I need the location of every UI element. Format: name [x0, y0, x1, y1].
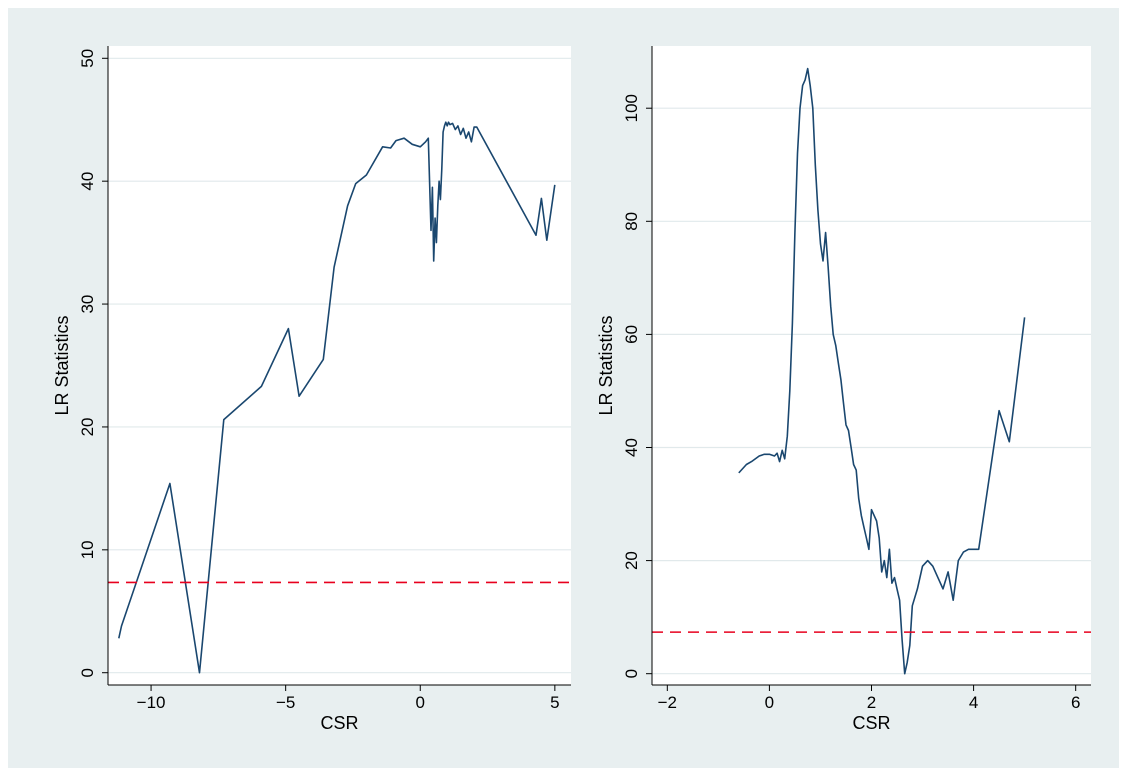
chart2-x-tick-label-4: 6	[1071, 693, 1080, 712]
chart1-x-axis-title: CSR	[320, 713, 358, 733]
chart1-y-tick-label-3: 30	[78, 295, 97, 314]
chart1-y-tick-label-1: 10	[78, 540, 97, 559]
chart1-y-tick-label-0: 0	[78, 668, 97, 677]
chart2-x-tick-label-2: 2	[867, 693, 876, 712]
chart1-x-tick-label-1: −5	[276, 693, 295, 712]
chart2-x-tick-label-0: −2	[658, 693, 677, 712]
chart1-lr-series-line	[118, 121, 556, 674]
chart2-x-tick-label-3: 4	[969, 693, 978, 712]
chart2-lr-series-line	[738, 67, 1026, 675]
chart2-y-tick-label-2: 40	[622, 438, 641, 457]
chart1-y-tick-label-4: 40	[78, 172, 97, 191]
chart2-y-tick-label-3: 60	[622, 325, 641, 344]
chart2-panel: 0 20 40 60 80 100 −2 0 2 4 6 CSR LR Statistics	[596, 46, 1091, 733]
chart1-y-tick-label-5: 50	[78, 49, 97, 68]
chart2-x-tick-label-1: 0	[765, 693, 774, 712]
chart2-x-axis-title: CSR	[852, 713, 890, 733]
chart1-panel: 0 10 20 30 40 50 −10 −5 0 5 CSR LR Statistics	[52, 46, 571, 733]
chart2-y-tick-label-0: 0	[622, 669, 641, 678]
chart2-plot-area	[652, 46, 1091, 685]
figure-background: 0 10 20 30 40 50 −10 −5 0 5 CSR LR Statistics 0 20 40 6…	[8, 8, 1119, 768]
chart1-x-tick-label-0: −10	[137, 693, 166, 712]
chart1-y-tick-label-2: 20	[78, 417, 97, 436]
chart2-y-tick-label-1: 20	[622, 551, 641, 570]
chart1-x-tick-label-2: 0	[416, 693, 425, 712]
chart2-y-axis-title: LR Statistics	[596, 315, 616, 415]
chart1-y-axis-title: LR Statistics	[52, 315, 72, 415]
chart2-y-tick-label-5: 100	[622, 94, 641, 122]
chart2-y-tick-label-4: 80	[622, 212, 641, 231]
chart1-x-tick-label-3: 5	[550, 693, 559, 712]
chart1-plot-area	[108, 46, 571, 685]
